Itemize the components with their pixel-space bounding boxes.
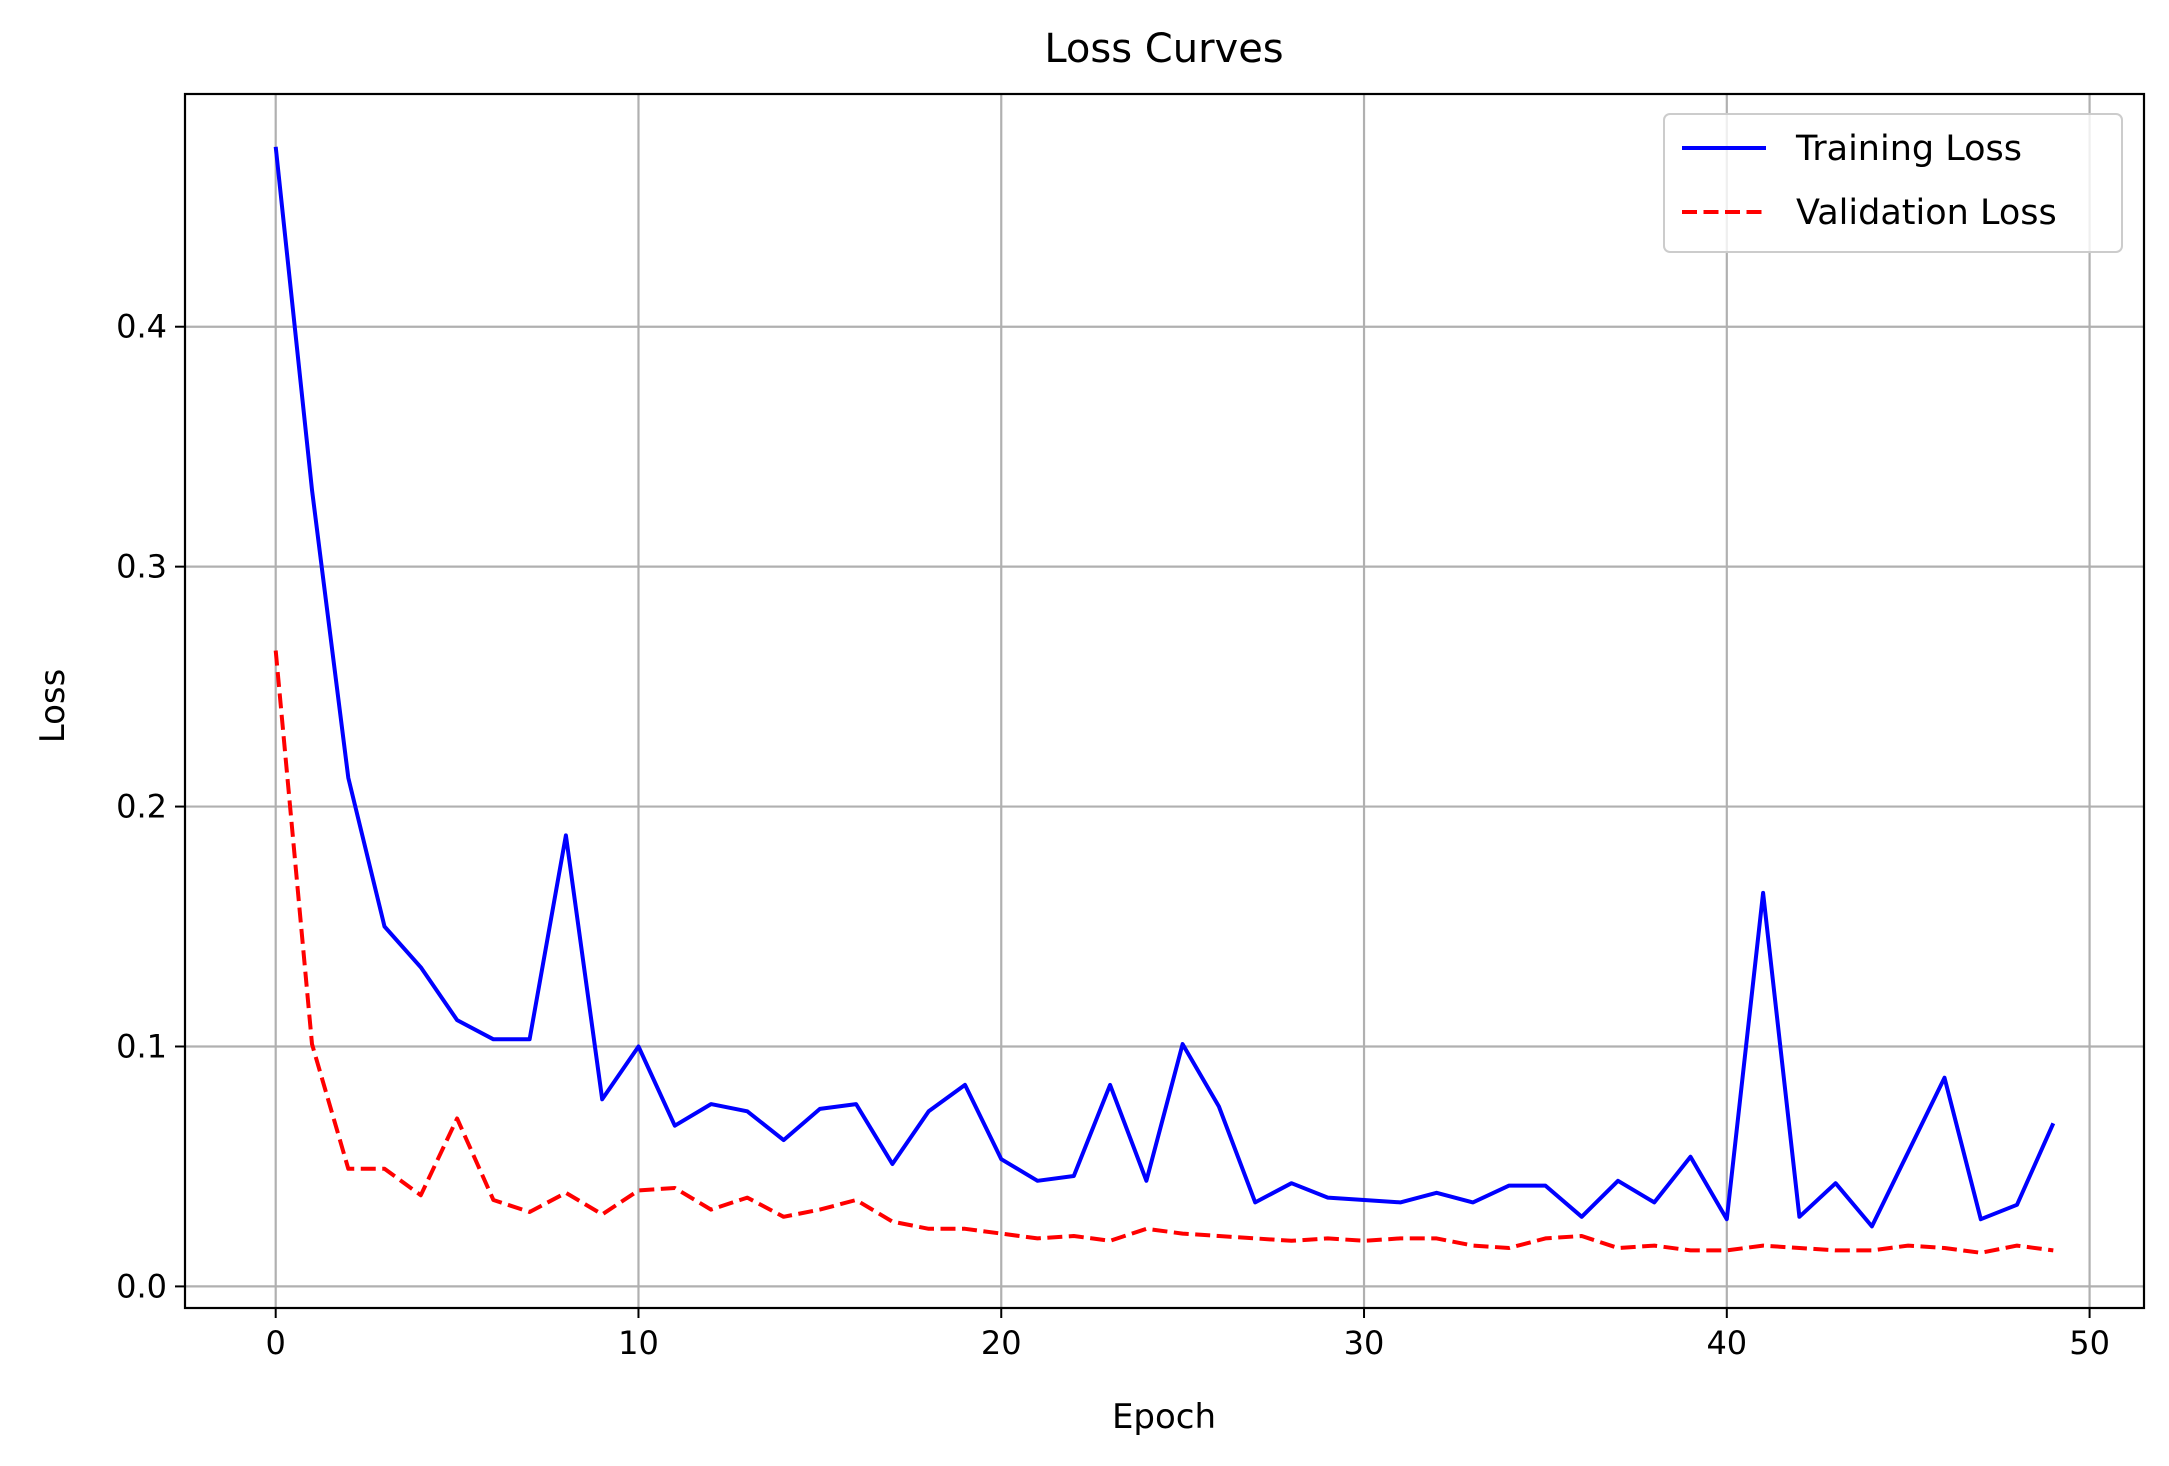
legend-frame: [1663, 113, 2123, 253]
x-axis-label: Epoch: [1112, 1397, 1216, 1437]
validation-loss-line: [273, 650, 2054, 1255]
training-loss-line: [273, 146, 2056, 1229]
axis-ticks: 0 10 20 30 40 50 0.0 0.1 0.2 0.3 0.4: [116, 308, 2110, 1362]
y-tick-label: 0.2: [116, 788, 167, 826]
x-tick-label: 40: [1706, 1324, 1747, 1362]
x-tick-label: 30: [1344, 1324, 1385, 1362]
y-axis-label: Loss: [33, 669, 73, 744]
grid-lines: [185, 94, 2144, 1308]
legend-label-validation: Validation Loss: [1796, 193, 2057, 233]
y-tick-label: 0.4: [116, 308, 167, 346]
y-tick-label: 0.0: [116, 1267, 167, 1305]
x-tick-label: 20: [981, 1324, 1022, 1362]
y-tick-label: 0.1: [116, 1027, 167, 1065]
legend-label-training: Training Loss: [1795, 129, 2022, 169]
legend: Training Loss Validation Loss: [1663, 113, 2123, 253]
series-lines: [273, 146, 2056, 1255]
x-tick-label: 0: [266, 1324, 286, 1362]
plot-area-frame: [183, 92, 2146, 1310]
y-tick-label: 0.3: [116, 548, 167, 586]
x-tick-label: 50: [2069, 1324, 2110, 1362]
chart-title: Loss Curves: [1044, 26, 1283, 72]
x-tick-label: 10: [618, 1324, 659, 1362]
